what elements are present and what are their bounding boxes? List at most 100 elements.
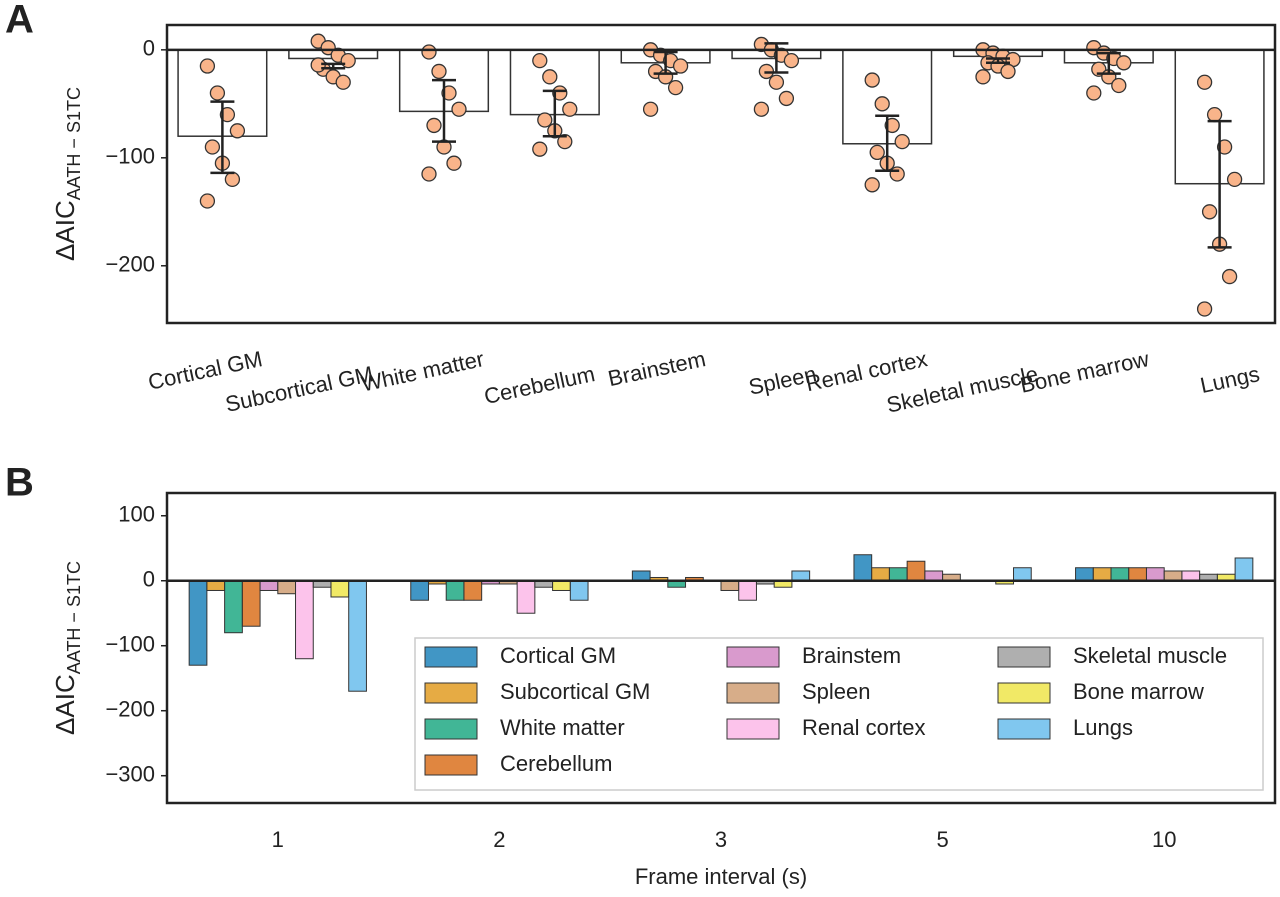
bar (720, 580, 740, 591)
error-bar (1207, 119, 1232, 249)
x-axis-label: Frame interval (s) (635, 864, 807, 889)
point (441, 85, 457, 101)
y-tick-label: −200 (105, 697, 155, 722)
point (446, 155, 462, 171)
bar (277, 580, 297, 595)
point (864, 72, 880, 88)
point (532, 52, 548, 69)
y-tick-label: −200 (105, 252, 155, 277)
legend: Cortical GM Subcortical GM White matter Cer… (414, 637, 1264, 791)
point (864, 177, 880, 193)
error-bar (321, 62, 346, 70)
point (1206, 106, 1223, 123)
plot-frame (165, 491, 1277, 805)
bar (1075, 567, 1094, 582)
legend-label: Spleen (802, 679, 871, 704)
y-tick-label: −100 (105, 632, 155, 657)
point (1111, 77, 1127, 94)
error-bar (432, 78, 456, 143)
point (340, 52, 356, 69)
y-tick-label: 0 (143, 567, 155, 592)
point (552, 85, 568, 101)
legend-swatch (997, 718, 1051, 740)
point (1196, 301, 1213, 317)
y-tick-label: 0 (143, 36, 155, 61)
point (542, 69, 558, 85)
bar (791, 570, 811, 582)
point (783, 52, 800, 69)
legend-swatch (997, 682, 1051, 704)
legend-label: Brainstem (802, 643, 901, 668)
point (975, 69, 991, 85)
legend-box (414, 637, 1264, 791)
point (532, 141, 548, 157)
legend-swatch (424, 754, 478, 776)
bar (1163, 570, 1183, 582)
point (778, 90, 795, 107)
bar (1092, 567, 1112, 582)
point (209, 85, 226, 101)
legend-swatch (997, 646, 1051, 668)
x-tick-label: 10 (1152, 827, 1176, 852)
x-tick-label: 1 (272, 827, 284, 852)
legend-swatch (726, 646, 780, 668)
point (320, 40, 336, 56)
error-bar (986, 57, 1010, 65)
bar (1145, 567, 1165, 582)
point (426, 117, 442, 134)
legend-label: Skeletal muscle (1073, 643, 1227, 668)
point (199, 193, 216, 209)
bar (1234, 557, 1254, 582)
point (1221, 268, 1238, 285)
point (431, 63, 447, 80)
error-bar (653, 50, 678, 75)
plot-frame (165, 23, 1277, 325)
error-bar (764, 42, 789, 74)
legend-swatch (424, 646, 478, 668)
point (1216, 139, 1233, 155)
bar (330, 580, 350, 598)
y-axis-label: ΔAICAATH − S1TC (50, 561, 84, 735)
bar (906, 560, 926, 582)
x-tick-label: Cerebellum (482, 361, 597, 409)
x-tick-label: Brainstem (606, 346, 708, 391)
y-label-sub: AATH − S1TC (64, 87, 84, 200)
bar (738, 580, 757, 601)
bar (410, 580, 429, 601)
bar (871, 567, 890, 582)
legend-label: Bone marrow (1073, 679, 1204, 704)
y-axis-label: ΔAICAATH − S1TC (50, 87, 84, 261)
point (642, 101, 659, 117)
y-tick-label: −100 (105, 144, 155, 169)
y-tick-label: −300 (105, 762, 155, 787)
x-tick-label: White matter (359, 346, 486, 396)
point (204, 139, 221, 155)
x-tick-label: Lungs (1198, 361, 1262, 398)
error-bar (875, 114, 900, 173)
bar (1110, 567, 1130, 582)
bar (1181, 570, 1201, 582)
point (768, 74, 785, 90)
y-label-main: ΔAIC (50, 200, 80, 261)
bar (241, 580, 261, 627)
bar (516, 580, 536, 614)
legend-label: White matter (500, 715, 625, 740)
legend-label: Cerebellum (500, 751, 613, 776)
point (672, 58, 689, 74)
point (557, 133, 573, 150)
bar (569, 580, 589, 601)
bar (206, 580, 226, 591)
error-bar (1096, 51, 1121, 75)
y-tick-label: 100 (118, 502, 155, 527)
point (1201, 204, 1218, 220)
point (1226, 171, 1243, 188)
point (562, 101, 578, 117)
bar (463, 580, 483, 601)
bar (924, 570, 944, 582)
point (753, 101, 770, 117)
bar (188, 580, 208, 666)
point (874, 96, 890, 112)
panel-letter: A (5, 0, 34, 42)
point (1196, 74, 1213, 90)
